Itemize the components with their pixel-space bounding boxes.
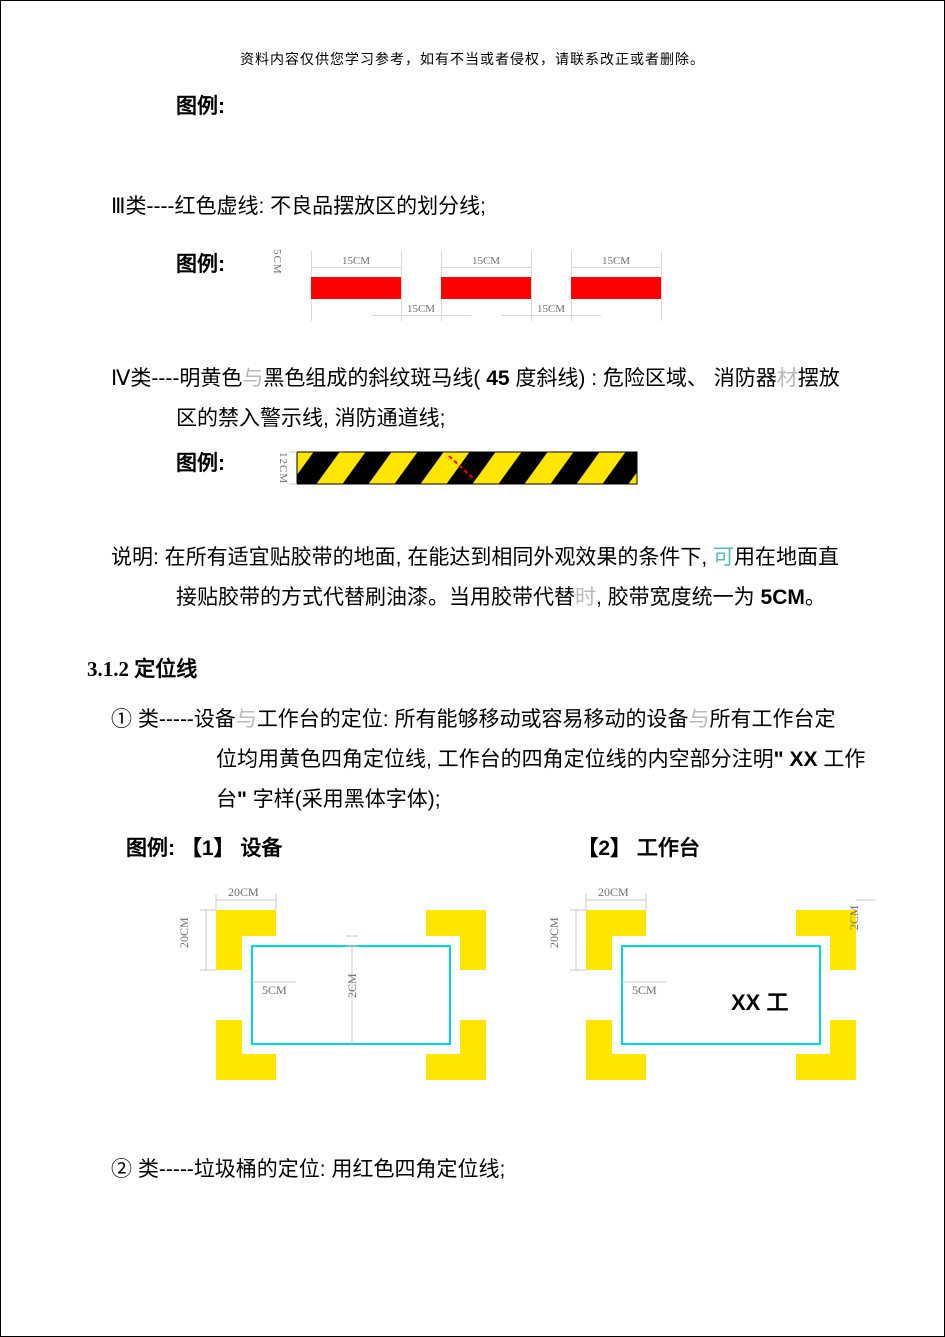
dim-2cm: 2CM: [345, 973, 359, 998]
figure-hazard-stripes: 12CM: [289, 450, 679, 494]
cat1-l3a: 台: [216, 788, 237, 811]
category-1-line3: 台" 字样(采用黑体字体);: [71, 780, 874, 820]
workbench-xx-label: XX 工: [731, 990, 788, 1015]
fig-hazard-vdim: 12CM: [277, 452, 289, 484]
corner-legend-row: 图例: 【1】 设备 【2】 工作台: [71, 832, 874, 862]
cat4-gray-b: 材: [777, 367, 798, 390]
figure-corner-equipment: 20CM 20CM 5CM 2CM: [166, 870, 506, 1090]
cat1-g1: 与: [236, 708, 257, 731]
svg-text:2CM: 2CM: [847, 905, 861, 930]
note-prefix: 说明:: [111, 546, 165, 569]
category-4-line1: Ⅳ类----明黄色与黑色组成的斜纹斑马线( 45 度斜线) : 危险区域、 消防…: [71, 359, 874, 399]
fig-red-botdim-1: 15CM: [521, 303, 581, 315]
cat4-bold: 45: [486, 367, 509, 390]
dim-20cm-left: 20CM: [177, 917, 191, 948]
cat2-prefix: ② 类-----: [111, 1158, 194, 1181]
hazard-svg: [289, 450, 649, 486]
header-disclaimer: 资料内容仅供您学习参考，如有不当或者侵权，请联系改正或者删除。: [71, 49, 874, 69]
note-l2a: 接贴胶带的方式代替刷油漆。当用胶带代替: [176, 586, 575, 609]
fig-red-topdim-0: 15CM: [311, 255, 401, 267]
svg-text:20CM: 20CM: [547, 917, 561, 948]
fig-red-botdim-0: 15CM: [391, 303, 451, 315]
figure-corner-workbench: 20CM 20CM 5CM 2CM XX 工: [536, 870, 876, 1090]
svg-text:5CM: 5CM: [632, 983, 657, 997]
cat4-prefix: Ⅳ类----: [111, 367, 179, 390]
cat1-l2b: 工作: [817, 748, 865, 771]
fig-red-topdim-2: 15CM: [571, 255, 661, 267]
cat1-l3b: 字样(采用黑体字体);: [247, 788, 441, 811]
cat1-b: 工作台的定位: 所有能够移动或容易移动的设备: [257, 708, 689, 731]
cat1-prefix: ① 类-----: [111, 708, 194, 731]
category-1-line1: ① 类-----设备与工作台的定位: 所有能够移动或容易移动的设备与所有工作台定: [71, 700, 874, 740]
note-cyan: 可: [713, 546, 734, 569]
cat3-prefix: Ⅲ类----: [111, 195, 174, 218]
svg-text:20CM: 20CM: [598, 885, 629, 899]
cat4-c: 度斜线) : 危险区域、 消防器: [510, 367, 777, 390]
cat1-bc: ": [237, 788, 247, 811]
legend-label-1: 图例:: [71, 87, 874, 127]
dim-20cm-top: 20CM: [228, 885, 259, 899]
fig-red-block-1: [441, 277, 531, 299]
note-bold: 5CM: [761, 586, 805, 609]
cat3-rest: : 不良品摆放区的划分线;: [258, 195, 486, 218]
cat4-l2b: , 消防通道线;: [323, 407, 446, 430]
category-2-trash: ② 类-----垃圾桶的定位: 用红色四角定位线;: [71, 1150, 874, 1190]
note-l2b: , 胶带宽度统一为: [596, 586, 761, 609]
figure-red-dashed: 5CM 15CM 15CM 15CM 15CM 15CM: [281, 245, 741, 335]
fig-red-block-0: [311, 277, 401, 299]
cat4-d: 摆放: [798, 367, 840, 390]
cat1-l2: 位均用黄色四角定位线, 工作台的四角定位线的内空部分注明: [216, 748, 774, 771]
category-4-line2: 区的禁入警示线, 消防通道线;: [71, 399, 874, 439]
note-b: 用在地面直: [734, 546, 839, 569]
fig-red-vdim: 5CM: [271, 249, 283, 275]
category-3-line: Ⅲ类----红色虚线: 不良品摆放区的划分线;: [71, 187, 874, 227]
note-line1: 说明: 在所有适宜贴胶带的地面, 在能达到相同外观效果的条件下, 可用在地面直: [71, 538, 874, 578]
note-l2c: 。: [805, 586, 826, 609]
figure-corners-row: 20CM 20CM 5CM 2CM: [166, 870, 874, 1090]
cat1-c: 所有工作台定: [709, 708, 835, 731]
section-312-heading: 3.1.2 定位线: [71, 650, 874, 690]
note-gray: 时: [575, 586, 596, 609]
dim-5cm: 5CM: [262, 983, 287, 997]
legend-1-equipment: 图例: 【1】 设备: [126, 832, 282, 862]
fig-red-block-2: [571, 277, 661, 299]
category-1-line2: 位均用黄色四角定位线, 工作台的四角定位线的内空部分注明" XX 工作: [71, 740, 874, 780]
legend-label-3: 图例:: [71, 438, 225, 484]
cat4-l2a: 区的禁入警示线: [176, 407, 323, 430]
cat1-a: 设备: [194, 708, 236, 731]
cat4-a: 明黄色: [179, 367, 242, 390]
note-a: 在所有适宜贴胶带的地面, 在能达到相同外观效果的条件下,: [165, 546, 713, 569]
fig-red-topdim-1: 15CM: [441, 255, 531, 267]
cat1-g2: 与: [688, 708, 709, 731]
cat4-gray-a: 与: [242, 367, 263, 390]
legend-label-2: 图例:: [71, 227, 225, 285]
cat3-colored: 红色虚线: [174, 195, 258, 218]
cat4-b: 黑色组成的斜纹斑马线(: [263, 367, 486, 390]
note-line2: 接贴胶带的方式代替刷油漆。当用胶带代替时, 胶带宽度统一为 5CM。: [71, 578, 874, 618]
cat2-text: 垃圾桶的定位: 用红色四角定位线;: [194, 1158, 506, 1181]
cat1-bo: " XX: [774, 748, 818, 771]
legend-2-workbench: 【2】 工作台: [577, 832, 700, 862]
